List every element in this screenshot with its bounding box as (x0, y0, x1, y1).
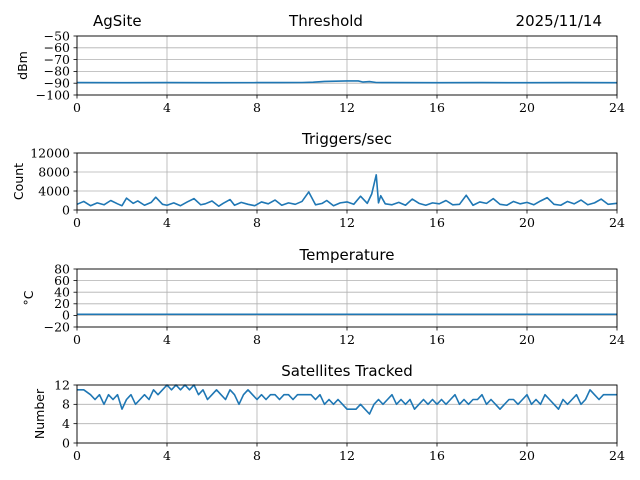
panel-3-xtick-label: 16 (429, 332, 445, 347)
panel-4-ytick-label: 4 (62, 416, 70, 431)
panel-2-xtick-label: 8 (253, 215, 261, 230)
panel-3-xtick-label: 12 (339, 332, 355, 347)
panel-2-series-line (76, 174, 618, 207)
panel-1-series-line (76, 80, 618, 84)
panel-1-ytick-label: −70 (44, 52, 70, 67)
panel-2-xtick-label: 0 (73, 215, 81, 230)
panel-3-xtick-label: 4 (163, 332, 171, 347)
panel-1-xtick-label: 12 (339, 100, 355, 115)
panel-3-xtick-label: 24 (609, 332, 625, 347)
panel-3-ytick-label: −20 (44, 319, 70, 334)
panel-3-ylabel: °C (21, 290, 36, 305)
panel-2-ytick-label: 0 (62, 202, 70, 217)
panel-3-title: Temperature (298, 246, 394, 264)
panel-4-ytick-label: 8 (62, 397, 70, 412)
panel-1-ytick-label: −90 (44, 76, 70, 91)
panel-1-ytick-label: −100 (36, 87, 70, 102)
panel-1-xtick-label: 24 (609, 100, 625, 115)
panel-4-series-line (77, 384, 617, 415)
panel-4-ytick-label: 0 (62, 435, 70, 450)
panel-1-ylabel: dBm (15, 51, 30, 80)
panel-3-xtick-label: 8 (253, 332, 261, 347)
panel-4-xtick-label: 12 (339, 448, 355, 463)
chart-title-threshold: Threshold (289, 12, 363, 30)
panel-2-ylabel: Count (11, 163, 26, 200)
panel-4-ytick-label: 12 (54, 377, 70, 392)
panel-4-xtick-label: 8 (253, 448, 261, 463)
panel-1-xtick-label: 8 (253, 100, 261, 115)
panel-2-title: Triggers/sec (301, 130, 392, 148)
panel-2-xtick-label: 20 (519, 215, 535, 230)
panel-2-ytick-label: 8000 (38, 164, 70, 179)
panel-3-xtick-label: 0 (73, 332, 81, 347)
panel-4-xtick-label: 0 (73, 448, 81, 463)
panel-2-xtick-label: 16 (429, 215, 445, 230)
panel-4-xtick-label: 20 (519, 448, 535, 463)
panel-4-xtick-label: 24 (609, 448, 625, 463)
panel-4-title: Satellites Tracked (281, 362, 412, 380)
panel-1-xtick-label: 20 (519, 100, 535, 115)
panel-1-ytick-label: −80 (44, 64, 70, 79)
panel-3-ytick-label: 40 (54, 285, 70, 300)
panel-2-xtick-label: 4 (163, 215, 171, 230)
panel-4-ylabel: Number (32, 388, 47, 439)
panel-3-ytick-label: 0 (62, 308, 70, 323)
panel-1-xtick-label: 0 (73, 100, 81, 115)
panel-2-ytick-label: 4000 (38, 183, 70, 198)
panel-1-ytick-label: −50 (44, 28, 70, 43)
site-name: AgSite (93, 12, 142, 30)
panel-1-ytick-label: −60 (44, 40, 70, 55)
panel-2-xtick-label: 12 (339, 215, 355, 230)
panel-3-ytick-label: 60 (54, 273, 70, 288)
panel-2-ytick-label: 12000 (30, 145, 70, 160)
date-label: 2025/11/14 (515, 12, 602, 30)
panel-2-xtick-label: 24 (609, 215, 625, 230)
panel-3-xtick-label: 20 (519, 332, 535, 347)
panel-4-xtick-label: 16 (429, 448, 445, 463)
panel-3-ytick-label: 80 (54, 261, 70, 276)
panel-4-xtick-label: 4 (163, 448, 171, 463)
panel-1-xtick-label: 4 (163, 100, 171, 115)
panel-1-xtick-label: 16 (429, 100, 445, 115)
panel-3-ytick-label: 20 (54, 296, 70, 311)
